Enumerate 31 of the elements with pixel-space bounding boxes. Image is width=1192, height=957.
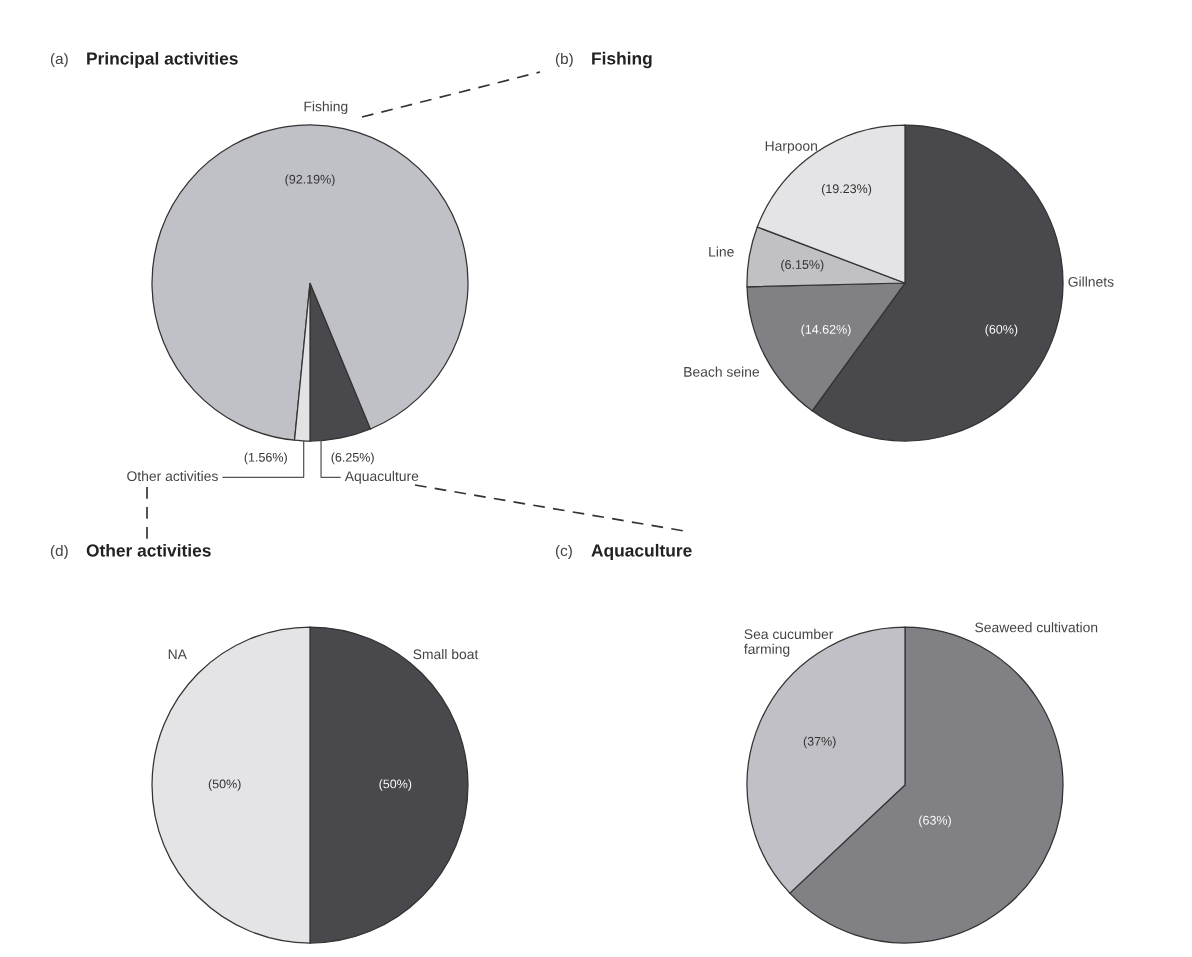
slice-label: Other activities [127, 470, 218, 482]
data-label: (92.19%) [285, 174, 335, 187]
slice-label: Small boat [413, 648, 479, 660]
data-label: (6.25%) [331, 452, 374, 465]
data-label: (60%) [985, 324, 1018, 337]
slice-label: Harpoon [765, 141, 817, 154]
slice-label: Seaweed cultivation [975, 622, 1098, 633]
slice-label: Aquaculture [344, 470, 419, 484]
text: (a) [50, 52, 68, 68]
data-label: (1.56%) [244, 452, 287, 465]
slice-label: Gillnets [1068, 276, 1114, 287]
text: (c) [555, 544, 572, 560]
chart-title: Principal activities [87, 51, 238, 69]
data-label: (6.15%) [781, 259, 824, 272]
slice-label: Sea cucumber farming [744, 628, 834, 657]
data-label: (50%) [208, 779, 241, 791]
slice-label: Line [709, 246, 734, 257]
chart-title: Other activities [86, 543, 211, 557]
slice-label: NA [168, 649, 187, 660]
slice-label: Beach seine [684, 366, 760, 377]
text: (b) [555, 52, 573, 68]
data-label: (63%) [919, 815, 951, 828]
data-label: (50%) [379, 779, 412, 791]
data-label: (37%) [803, 736, 836, 749]
data-label: (19.23%) [821, 183, 872, 196]
chart-title: Fishing [592, 51, 652, 69]
pie-slice [151, 124, 469, 441]
chart-title: Aquaculture [591, 543, 692, 561]
slice-label: Fishing [304, 101, 348, 115]
text: (d) [50, 544, 68, 560]
data-label: (14.62%) [801, 324, 851, 337]
